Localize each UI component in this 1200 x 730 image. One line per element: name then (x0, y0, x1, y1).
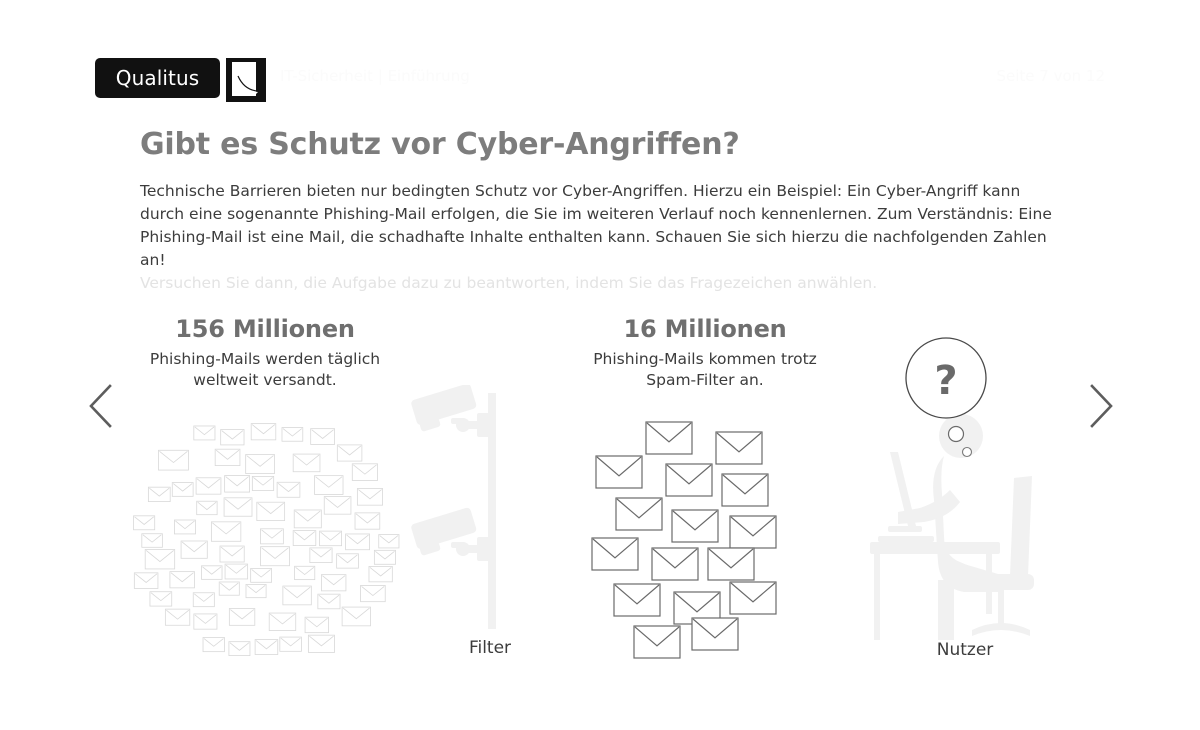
stat-description-1: Phishing-Mails werden täglich weltweit v… (149, 350, 381, 389)
logo-text: Qualitus (115, 66, 200, 90)
page-indicator: Seite 7 von 12 (996, 67, 1105, 85)
page-title: Gibt es Schutz vor Cyber-Angriffen? (140, 127, 740, 162)
body-hint: Versuchen Sie dann, die Aufgabe dazu zu … (140, 274, 878, 292)
user-question-illustration: ? (868, 330, 1068, 640)
filter-caption: Filter (468, 638, 512, 658)
svg-text:?: ? (934, 358, 957, 404)
envelope-grid-icon (590, 418, 800, 668)
envelope-cloud-icon (128, 415, 400, 665)
chevron-right-icon[interactable] (1084, 382, 1118, 430)
stat-description-2: Phishing-Mails kommen trotz Spam-Filter … (593, 350, 817, 389)
chevron-left-icon[interactable] (84, 382, 118, 430)
stat-number-1: 156 Millionen (175, 315, 355, 343)
page-header: Qualitus IT-Sicherheit | Einführung Seit… (95, 58, 1105, 102)
user-caption: Nutzer (936, 640, 994, 660)
stat-number-2: 16 Millionen (623, 315, 787, 343)
brand-logo[interactable]: Qualitus (95, 58, 266, 102)
stat-block-2: 16 Millionen Phishing-Mails kommen trotz… (580, 314, 830, 391)
body-paragraph: Technische Barrieren bieten nur bedingte… (140, 182, 1052, 269)
page-swoosh-icon (226, 58, 266, 102)
logo-badge: Qualitus (95, 58, 220, 98)
filter-camera-icon (405, 385, 535, 635)
breadcrumb: IT-Sicherheit | Einführung (280, 67, 470, 85)
stat-block-1: 156 Millionen Phishing-Mails werden tägl… (140, 314, 390, 391)
body-copy: Technische Barrieren bieten nur bedingte… (140, 180, 1060, 295)
